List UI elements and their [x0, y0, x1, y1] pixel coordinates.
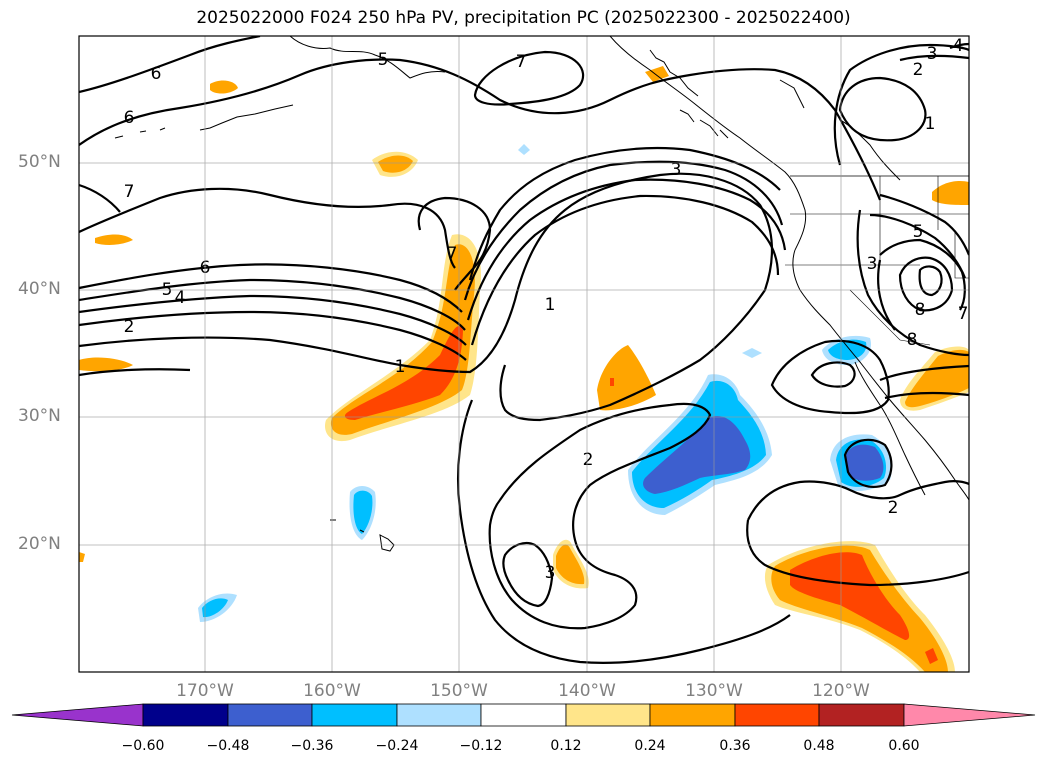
colorbar-tick: −0.12	[459, 738, 503, 754]
colorbar-tick: −0.60	[121, 738, 165, 754]
colorbar-tick: −0.24	[375, 738, 419, 754]
contour-label: 1	[395, 357, 406, 377]
colorbar-tick: 0.12	[550, 738, 582, 754]
lon-label: 130°W	[685, 681, 743, 701]
colorbar	[11, 703, 1036, 727]
contour-label: 2	[913, 60, 924, 80]
contour-label: 2	[124, 317, 135, 337]
gridlines	[79, 36, 969, 672]
contour-label: 8	[915, 300, 926, 320]
lon-label: 120°W	[812, 681, 870, 701]
contour-label: 3	[927, 44, 938, 64]
colorbar-high-extend	[903, 703, 1036, 727]
colorbar-tick: 0.48	[803, 738, 835, 754]
colorbar-bin	[734, 703, 820, 727]
colorbar-tick: 0.36	[719, 738, 751, 754]
pv-contour-labels: 6 6 7 6 5 4 2 1 7 5 7 2 1 3 1 2 3 5 3 8 …	[124, 36, 969, 583]
contour-label: 4	[953, 36, 964, 56]
colorbar-bin	[480, 703, 567, 727]
colorbar-bin	[142, 703, 229, 727]
lon-label: 160°W	[303, 681, 361, 701]
colorbar-bin	[565, 703, 651, 727]
contour-label: 1	[925, 114, 936, 134]
colorbar-bin	[818, 703, 905, 727]
map-frame	[78, 35, 970, 673]
pv-contours	[79, 36, 969, 664]
colorbar-bin	[311, 703, 398, 727]
contour-label: 5	[913, 222, 924, 242]
lon-label: 140°W	[558, 681, 616, 701]
contour-label: 1	[545, 295, 556, 315]
contour-label: 7	[516, 52, 527, 72]
precip-positive-fills	[79, 66, 969, 672]
contour-label: 3	[867, 254, 878, 274]
colorbar-tick: 0.60	[888, 738, 920, 754]
contour-label: 8	[907, 330, 918, 350]
lat-label: 20°N	[18, 534, 61, 554]
contour-label: 7	[447, 244, 458, 264]
colorbar-bin	[227, 703, 313, 727]
contour-label: 2	[583, 450, 594, 470]
map-title: 2025022000 F024 250 hPa PV, precipitatio…	[196, 8, 851, 28]
lon-label: 170°W	[176, 681, 234, 701]
contour-label: 2	[888, 498, 899, 518]
colorbar-tick: −0.36	[290, 738, 334, 754]
colorbar-bin	[649, 703, 736, 727]
lon-label: 150°W	[430, 681, 488, 701]
contour-label: 4	[175, 288, 186, 308]
colorbar-bin	[396, 703, 482, 727]
colorbar-low-extend	[11, 703, 144, 727]
colorbar-tick: 0.24	[634, 738, 666, 754]
contour-label: 3	[671, 160, 682, 180]
contour-label: 7	[124, 182, 135, 202]
lat-label: 40°N	[18, 279, 61, 299]
lat-label: 50°N	[18, 152, 61, 172]
lat-label: 30°N	[18, 406, 61, 426]
colorbar-tick: −0.48	[206, 738, 250, 754]
contour-label: 3	[545, 563, 556, 583]
contour-label: 5	[378, 50, 389, 70]
contour-label: 6	[124, 108, 135, 128]
contour-label: 7	[958, 304, 969, 324]
coastlines	[114, 36, 969, 552]
precip-negative-fills	[198, 144, 892, 622]
contour-label: 6	[151, 64, 162, 84]
